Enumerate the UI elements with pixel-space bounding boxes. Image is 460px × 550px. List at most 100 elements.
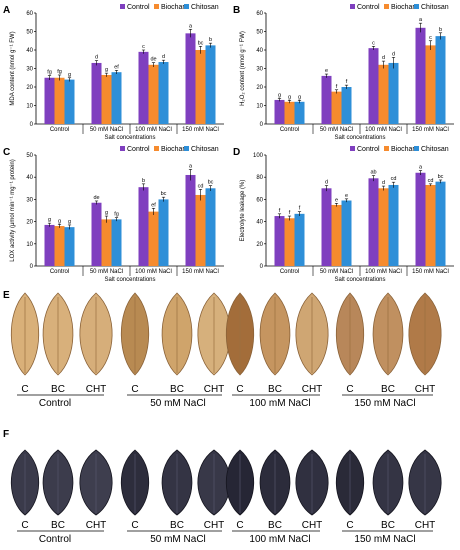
x-tick-label: 150 mM NaCl (412, 269, 449, 275)
bar (284, 218, 295, 266)
significance-label: g (105, 67, 108, 73)
bar (388, 62, 399, 124)
leaf-label: C (21, 520, 28, 531)
bar (185, 174, 196, 266)
y-tick-label: 40 (256, 220, 263, 226)
leaf-label: BC (170, 520, 184, 531)
significance-label: d (392, 51, 395, 57)
y-tick-label: 100 (253, 153, 264, 159)
significance-label: bc (438, 174, 444, 180)
bar (205, 45, 216, 124)
significance-label: de (150, 57, 156, 63)
legend-swatch (120, 146, 125, 151)
legend-label: Chitosan (421, 146, 449, 153)
y-tick-label: 50 (26, 153, 33, 159)
y-tick-label: 80 (256, 175, 263, 181)
y-tick-label: 40 (256, 48, 263, 54)
legend-swatch (184, 4, 189, 9)
bar (44, 77, 55, 124)
legend-swatch (120, 4, 125, 9)
x-tick-label: 100 mM NaCl (365, 127, 402, 133)
x-tick-label: 50 mM NaCl (90, 269, 123, 275)
y-tick-label: 0 (260, 122, 264, 128)
bar (415, 172, 426, 266)
bar (294, 101, 305, 124)
bar (91, 62, 102, 124)
chart-panel-c: C 0 10 20 30 40 50 LOX activity (μmol min⁻¹ mg⁻… (3, 146, 224, 283)
x-axis-label: Salt concentrations (334, 135, 385, 141)
significance-label: g (68, 219, 71, 225)
bar (101, 219, 112, 266)
bar (195, 50, 206, 124)
significance-label: f (346, 79, 348, 85)
x-tick-label: 100 mM NaCl (365, 269, 402, 275)
significance-label: cd (198, 183, 204, 189)
significance-label: b (439, 27, 442, 33)
group-title: 100 mM NaCl (249, 534, 310, 545)
x-tick-label: Control (50, 127, 69, 133)
significance-label: c (372, 40, 375, 46)
bar (185, 33, 196, 124)
x-tick-label: Control (280, 127, 299, 133)
legend-swatch (154, 4, 159, 9)
group-title: Control (39, 398, 71, 409)
significance-label: de (93, 195, 99, 201)
bar (54, 77, 65, 124)
significance-label: a (189, 23, 193, 29)
legend-swatch (414, 4, 419, 9)
group-title: 50 mM NaCl (150, 398, 206, 409)
y-tick-label: 30 (26, 67, 33, 73)
leaf-label: CHT (204, 520, 225, 531)
significance-label: ef (114, 64, 119, 70)
significance-label: bc (198, 40, 204, 46)
photos-area: E C BC CHT Control C BC CHT 50 mM NaCl C BC CHT 100 … (0, 288, 460, 545)
leaf-label: C (131, 384, 138, 395)
leaf-label: BC (381, 384, 395, 395)
leaf-label: CHT (204, 384, 225, 395)
legend-swatch (184, 146, 189, 151)
legend-label: Biochar (161, 146, 185, 153)
panel-letter: E (3, 290, 10, 301)
leaf-label: CHT (415, 384, 436, 395)
chart-panel-d: D 0 20 40 60 80 100 Electrolyte leakage (%) Salt… (233, 146, 454, 283)
legend-swatch (154, 146, 159, 151)
bar (111, 72, 122, 124)
y-tick-label: 20 (256, 242, 263, 248)
bar (368, 178, 379, 266)
legend-label: Biochar (391, 4, 415, 11)
bar (54, 226, 65, 266)
leaf-label: C (346, 384, 353, 395)
y-axis-label: H₂O₂ content (nmol g⁻¹ FW) (240, 31, 246, 106)
legend-label: Control (357, 4, 380, 11)
legend-label: Biochar (161, 4, 185, 11)
panel-letter: D (233, 147, 240, 158)
significance-label: d (325, 180, 328, 186)
significance-label: ef (151, 202, 156, 208)
x-axis-label: Salt concentrations (104, 277, 155, 283)
bar (195, 194, 206, 266)
legend-swatch (384, 146, 389, 151)
bar (284, 101, 295, 124)
chart-panel-a: A 0 10 20 30 40 50 60 MDA content (nmol g⁻¹ FW) S… (3, 4, 224, 141)
significance-label: e (345, 193, 348, 199)
legend-swatch (384, 4, 389, 9)
leaf-label: BC (381, 520, 395, 531)
bar (378, 188, 389, 266)
significance-label: g (48, 217, 51, 223)
leaf-label: BC (51, 520, 65, 531)
bar (274, 216, 285, 266)
significance-label: e (325, 68, 328, 74)
photo-panel-f: F C BC CHT Control C BC CHT 50 mM NaCl C BC CHT 100 … (0, 428, 460, 545)
x-axis-label: Salt concentrations (104, 135, 155, 141)
significance-label: fg (57, 69, 62, 75)
significance-label: g (105, 210, 108, 216)
x-tick-label: 50 mM NaCl (320, 269, 353, 275)
significance-label: ab (370, 170, 376, 176)
significance-label: f (336, 84, 338, 90)
y-tick-label: 0 (30, 122, 34, 128)
significance-label: e (335, 197, 338, 203)
significance-label: f (279, 208, 281, 214)
y-tick-label: 20 (26, 85, 33, 91)
leaf-label: CHT (86, 384, 107, 395)
